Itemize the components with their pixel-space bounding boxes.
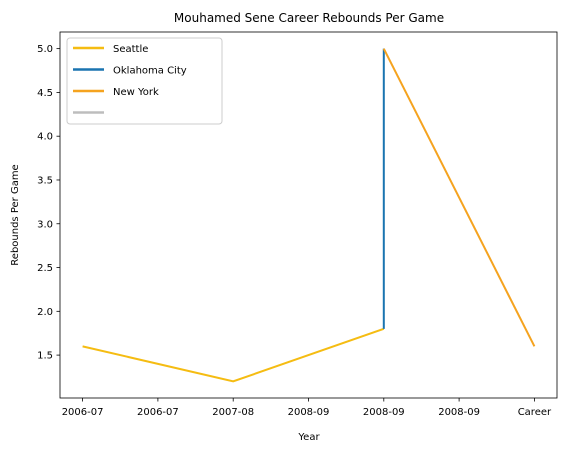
y-tick-label: 4.0 (37, 132, 53, 143)
y-axis: 1.5 2.0 2.5 3.0 3.5 4.0 4.5 5.0 (37, 44, 60, 362)
series-line-0 (82, 327, 385, 383)
y-tick-label: 5.0 (37, 44, 53, 55)
legend: Seattle Oklahoma City New York (66, 37, 223, 125)
x-axis: 2006-07 2006-07 2007-08 2008-09 2008-09 2008-… (62, 398, 552, 418)
x-tick-label: 2008-09 (363, 407, 405, 418)
y-tick-label: 2.0 (37, 307, 53, 318)
x-tick-label: 2006-07 (137, 407, 179, 418)
y-axis-title: Rebounds Per Game (10, 164, 21, 265)
x-tick-label: 2008-09 (288, 407, 330, 418)
x-tick-label: 2007-08 (212, 407, 254, 418)
y-tick-label: 1.5 (37, 351, 53, 362)
legend-label-2: New York (113, 87, 159, 98)
y-tick-label: 2.5 (37, 263, 53, 274)
x-tick-label: 2006-07 (62, 407, 104, 418)
y-tick-label: 3.5 (37, 175, 53, 186)
x-axis-title: Year (297, 432, 320, 443)
legend-label-1: Oklahoma City (113, 66, 187, 77)
legend-label-0: Seattle (113, 44, 148, 55)
series-line-2 (382, 48, 536, 347)
chart-title: Mouhamed Sene Career Rebounds Per Game (174, 11, 444, 25)
x-tick-label: 2008-09 (438, 407, 480, 418)
x-tick-label: Career (518, 407, 552, 418)
series-layer (82, 48, 536, 383)
y-tick-label: 3.0 (37, 219, 53, 230)
y-tick-label: 4.5 (37, 88, 53, 99)
legend-box (66, 37, 223, 125)
